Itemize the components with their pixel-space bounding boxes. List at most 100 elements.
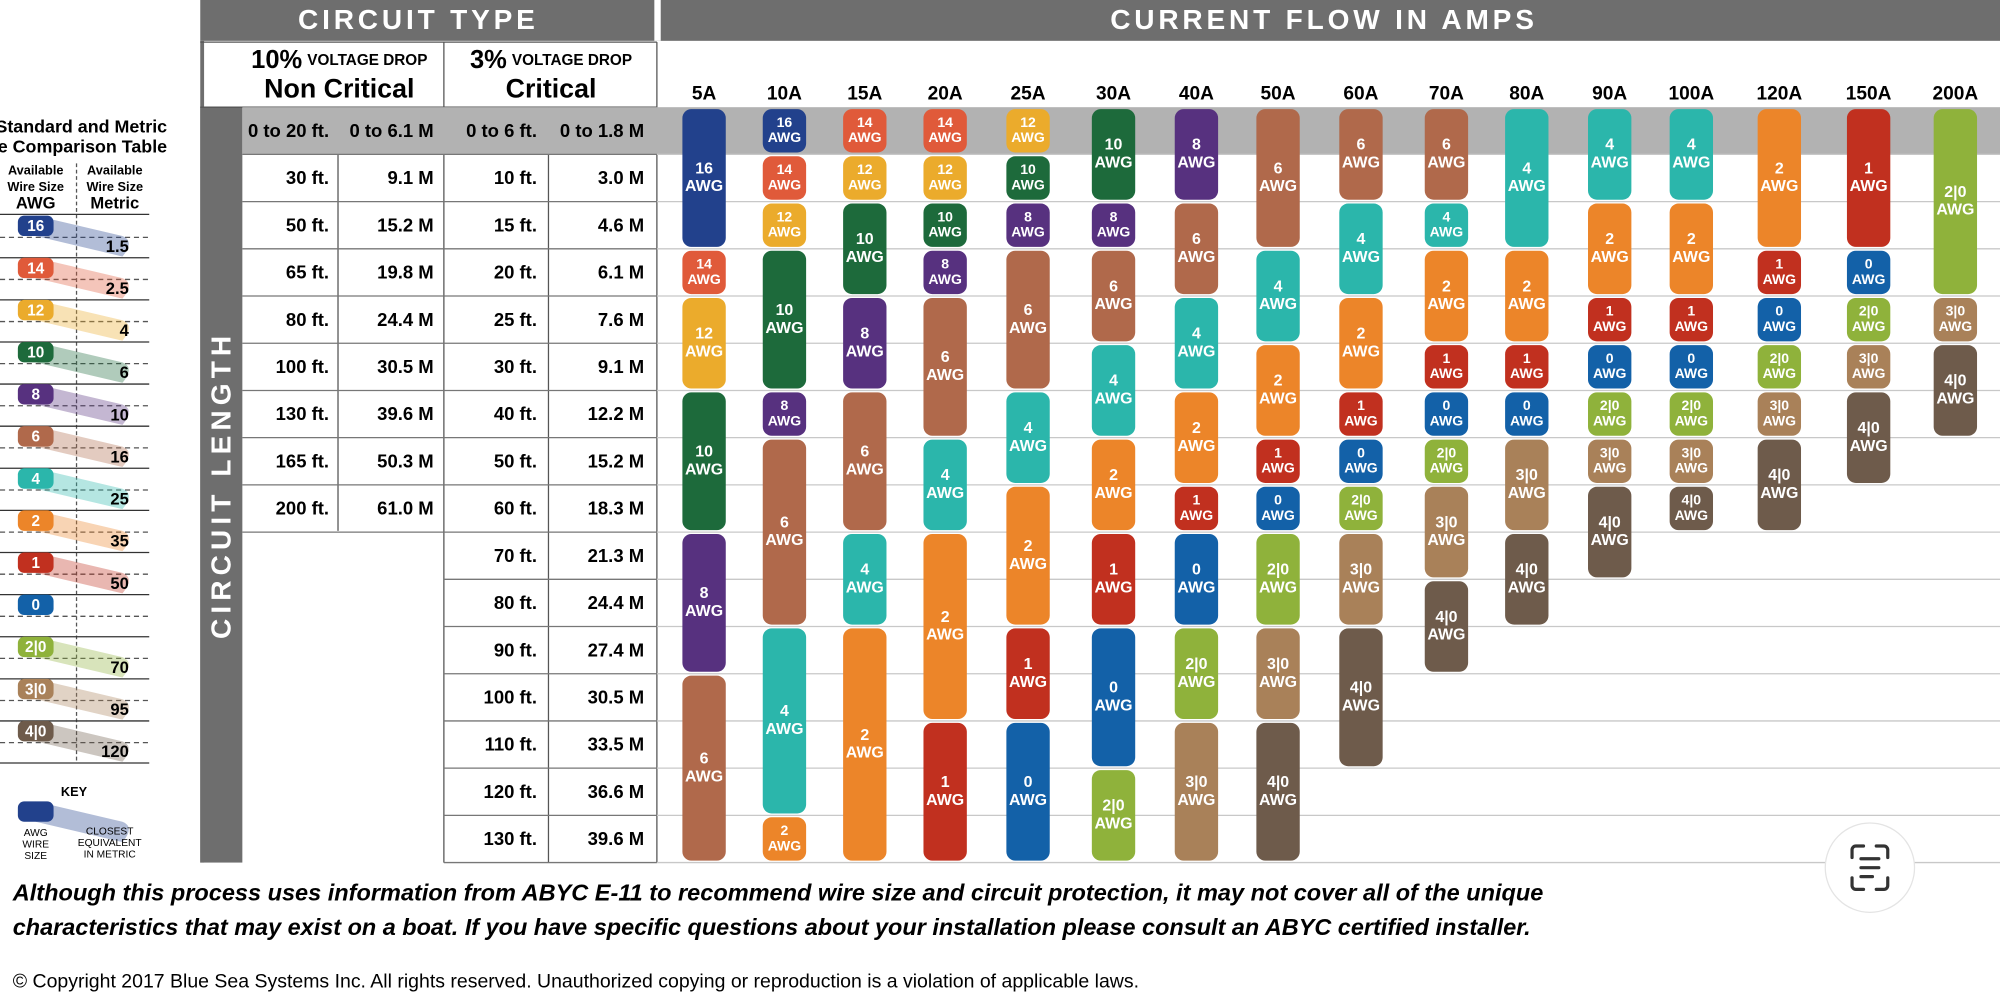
wire-gauge: 2 xyxy=(1024,538,1033,555)
awg-size: 2|0 xyxy=(25,639,46,656)
awg-size: 2 xyxy=(31,513,40,530)
side-label: CIRCUIT LENGTH xyxy=(206,331,237,639)
wire-pill xyxy=(1846,392,1891,483)
wire-unit: AWG xyxy=(1760,178,1798,195)
metric-size: 4 xyxy=(120,321,130,340)
wire-gauge: 16 xyxy=(695,160,713,177)
wire-unit: AWG xyxy=(1672,155,1710,172)
length-cell: 9.1 M xyxy=(387,167,433,188)
wire-pill xyxy=(1174,109,1219,200)
scan-button[interactable] xyxy=(1824,822,1916,913)
wire-gauge: 8 xyxy=(781,397,789,413)
wire-gauge: 1 xyxy=(1443,350,1451,366)
wire-unit: AWG xyxy=(1508,178,1546,195)
wire-pill xyxy=(923,203,967,247)
comparison-header: Wire Size xyxy=(7,179,64,194)
length-cell: 24.4 M xyxy=(588,592,645,613)
wire-unit: AWG xyxy=(1259,792,1297,809)
wire-pill xyxy=(1505,250,1549,342)
wire-gauge: 2 xyxy=(1775,160,1784,177)
wire-pill xyxy=(1669,486,1714,531)
wire-pill xyxy=(1424,581,1469,672)
wire-pill xyxy=(1339,534,1383,625)
wire-pill xyxy=(1424,486,1469,578)
wire-gauge: 4|0 xyxy=(1858,420,1880,437)
awg-pill xyxy=(17,299,54,321)
wire-unit: AWG xyxy=(1011,176,1045,192)
length-cell: 7.6 M xyxy=(598,309,644,330)
wire-gauge: 2|0 xyxy=(1944,184,1966,201)
wire-unit: AWG xyxy=(1009,674,1047,691)
wire-unit: AWG xyxy=(1094,485,1132,502)
wire-pill xyxy=(762,156,807,200)
wire-unit: AWG xyxy=(1850,438,1888,455)
wire-unit: AWG xyxy=(1344,460,1378,476)
wire-pill xyxy=(1588,345,1632,389)
wire-pill xyxy=(1006,156,1050,200)
wire-gauge: 8 xyxy=(1110,208,1118,224)
wire-pill xyxy=(1588,297,1632,342)
wire-pill xyxy=(1339,297,1383,389)
wire-pill xyxy=(682,675,726,861)
wire-pill xyxy=(1588,109,1632,200)
length-cell: 33.5 M xyxy=(588,734,645,755)
wire-unit: AWG xyxy=(1763,365,1797,381)
wire-unit: AWG xyxy=(846,579,884,596)
wire-pill xyxy=(762,817,807,861)
length-cell: 19.8 M xyxy=(377,262,434,283)
wire-pill xyxy=(762,203,807,247)
wire-pill xyxy=(762,109,807,153)
length-cell: 70 ft. xyxy=(494,545,537,566)
wire-gauge: 8 xyxy=(860,326,869,343)
metric-band xyxy=(35,426,129,468)
wire-unit: AWG xyxy=(1344,507,1378,523)
wire-unit: AWG xyxy=(846,745,884,762)
metric-band xyxy=(35,510,129,552)
wire-unit: AWG xyxy=(1259,674,1297,691)
metric-band xyxy=(35,384,129,425)
wire-gauge: 4 xyxy=(1357,231,1366,248)
awg-size: 4 xyxy=(31,471,40,488)
wire-gauge: 3|0 xyxy=(1946,303,1966,319)
awg-pill xyxy=(17,720,54,742)
critical-drop: 3% VOLTAGE DROP xyxy=(470,46,632,74)
wire-unit: AWG xyxy=(1009,792,1047,809)
wire-unit: AWG xyxy=(1427,627,1465,644)
wire-unit: AWG xyxy=(926,627,964,644)
awg-size: 0 xyxy=(31,597,40,614)
metric-size: 16 xyxy=(110,447,128,466)
wire-gauge: 14 xyxy=(777,161,793,177)
wire-pill xyxy=(762,392,807,436)
wire-pill xyxy=(1424,203,1469,247)
wire-unit: AWG xyxy=(1430,412,1464,428)
wire-gauge: 3|0 xyxy=(1350,562,1372,579)
wire-pill xyxy=(1006,250,1050,389)
wire-gauge: 0 xyxy=(1865,255,1873,271)
wire-unit: AWG xyxy=(1094,155,1132,172)
noncritical-label: Non Critical xyxy=(264,74,414,104)
wire-unit: AWG xyxy=(928,176,962,192)
wire-gauge: 0 xyxy=(1274,492,1282,508)
wire-unit: AWG xyxy=(1177,579,1215,596)
wire-pill xyxy=(1174,297,1219,389)
scan-icon[interactable] xyxy=(1850,844,1890,891)
length-cell: 30.5 M xyxy=(377,356,434,377)
wire-pill xyxy=(923,156,967,200)
wire-pill xyxy=(923,534,967,720)
wire-gauge: 2 xyxy=(1357,326,1366,343)
wire-gauge: 4|0 xyxy=(1267,774,1289,791)
amp-label: 10A xyxy=(767,83,802,104)
wire-gauge: 14 xyxy=(857,114,873,130)
wire-gauge: 14 xyxy=(937,114,953,130)
awg-size: 12 xyxy=(27,302,44,319)
awg-size: 3|0 xyxy=(25,681,46,698)
wire-gauge: 3|0 xyxy=(1267,656,1289,673)
wire-unit: AWG xyxy=(1430,224,1464,240)
wire-gauge: 3|0 xyxy=(1859,350,1879,366)
wire-pill xyxy=(682,392,726,531)
metric-size: 95 xyxy=(110,700,128,719)
length-cell: 39.6 M xyxy=(588,828,645,849)
length-cell: 27.4 M xyxy=(588,639,645,660)
wire-pill xyxy=(762,439,807,625)
length-cell: 15.2 M xyxy=(588,450,645,471)
